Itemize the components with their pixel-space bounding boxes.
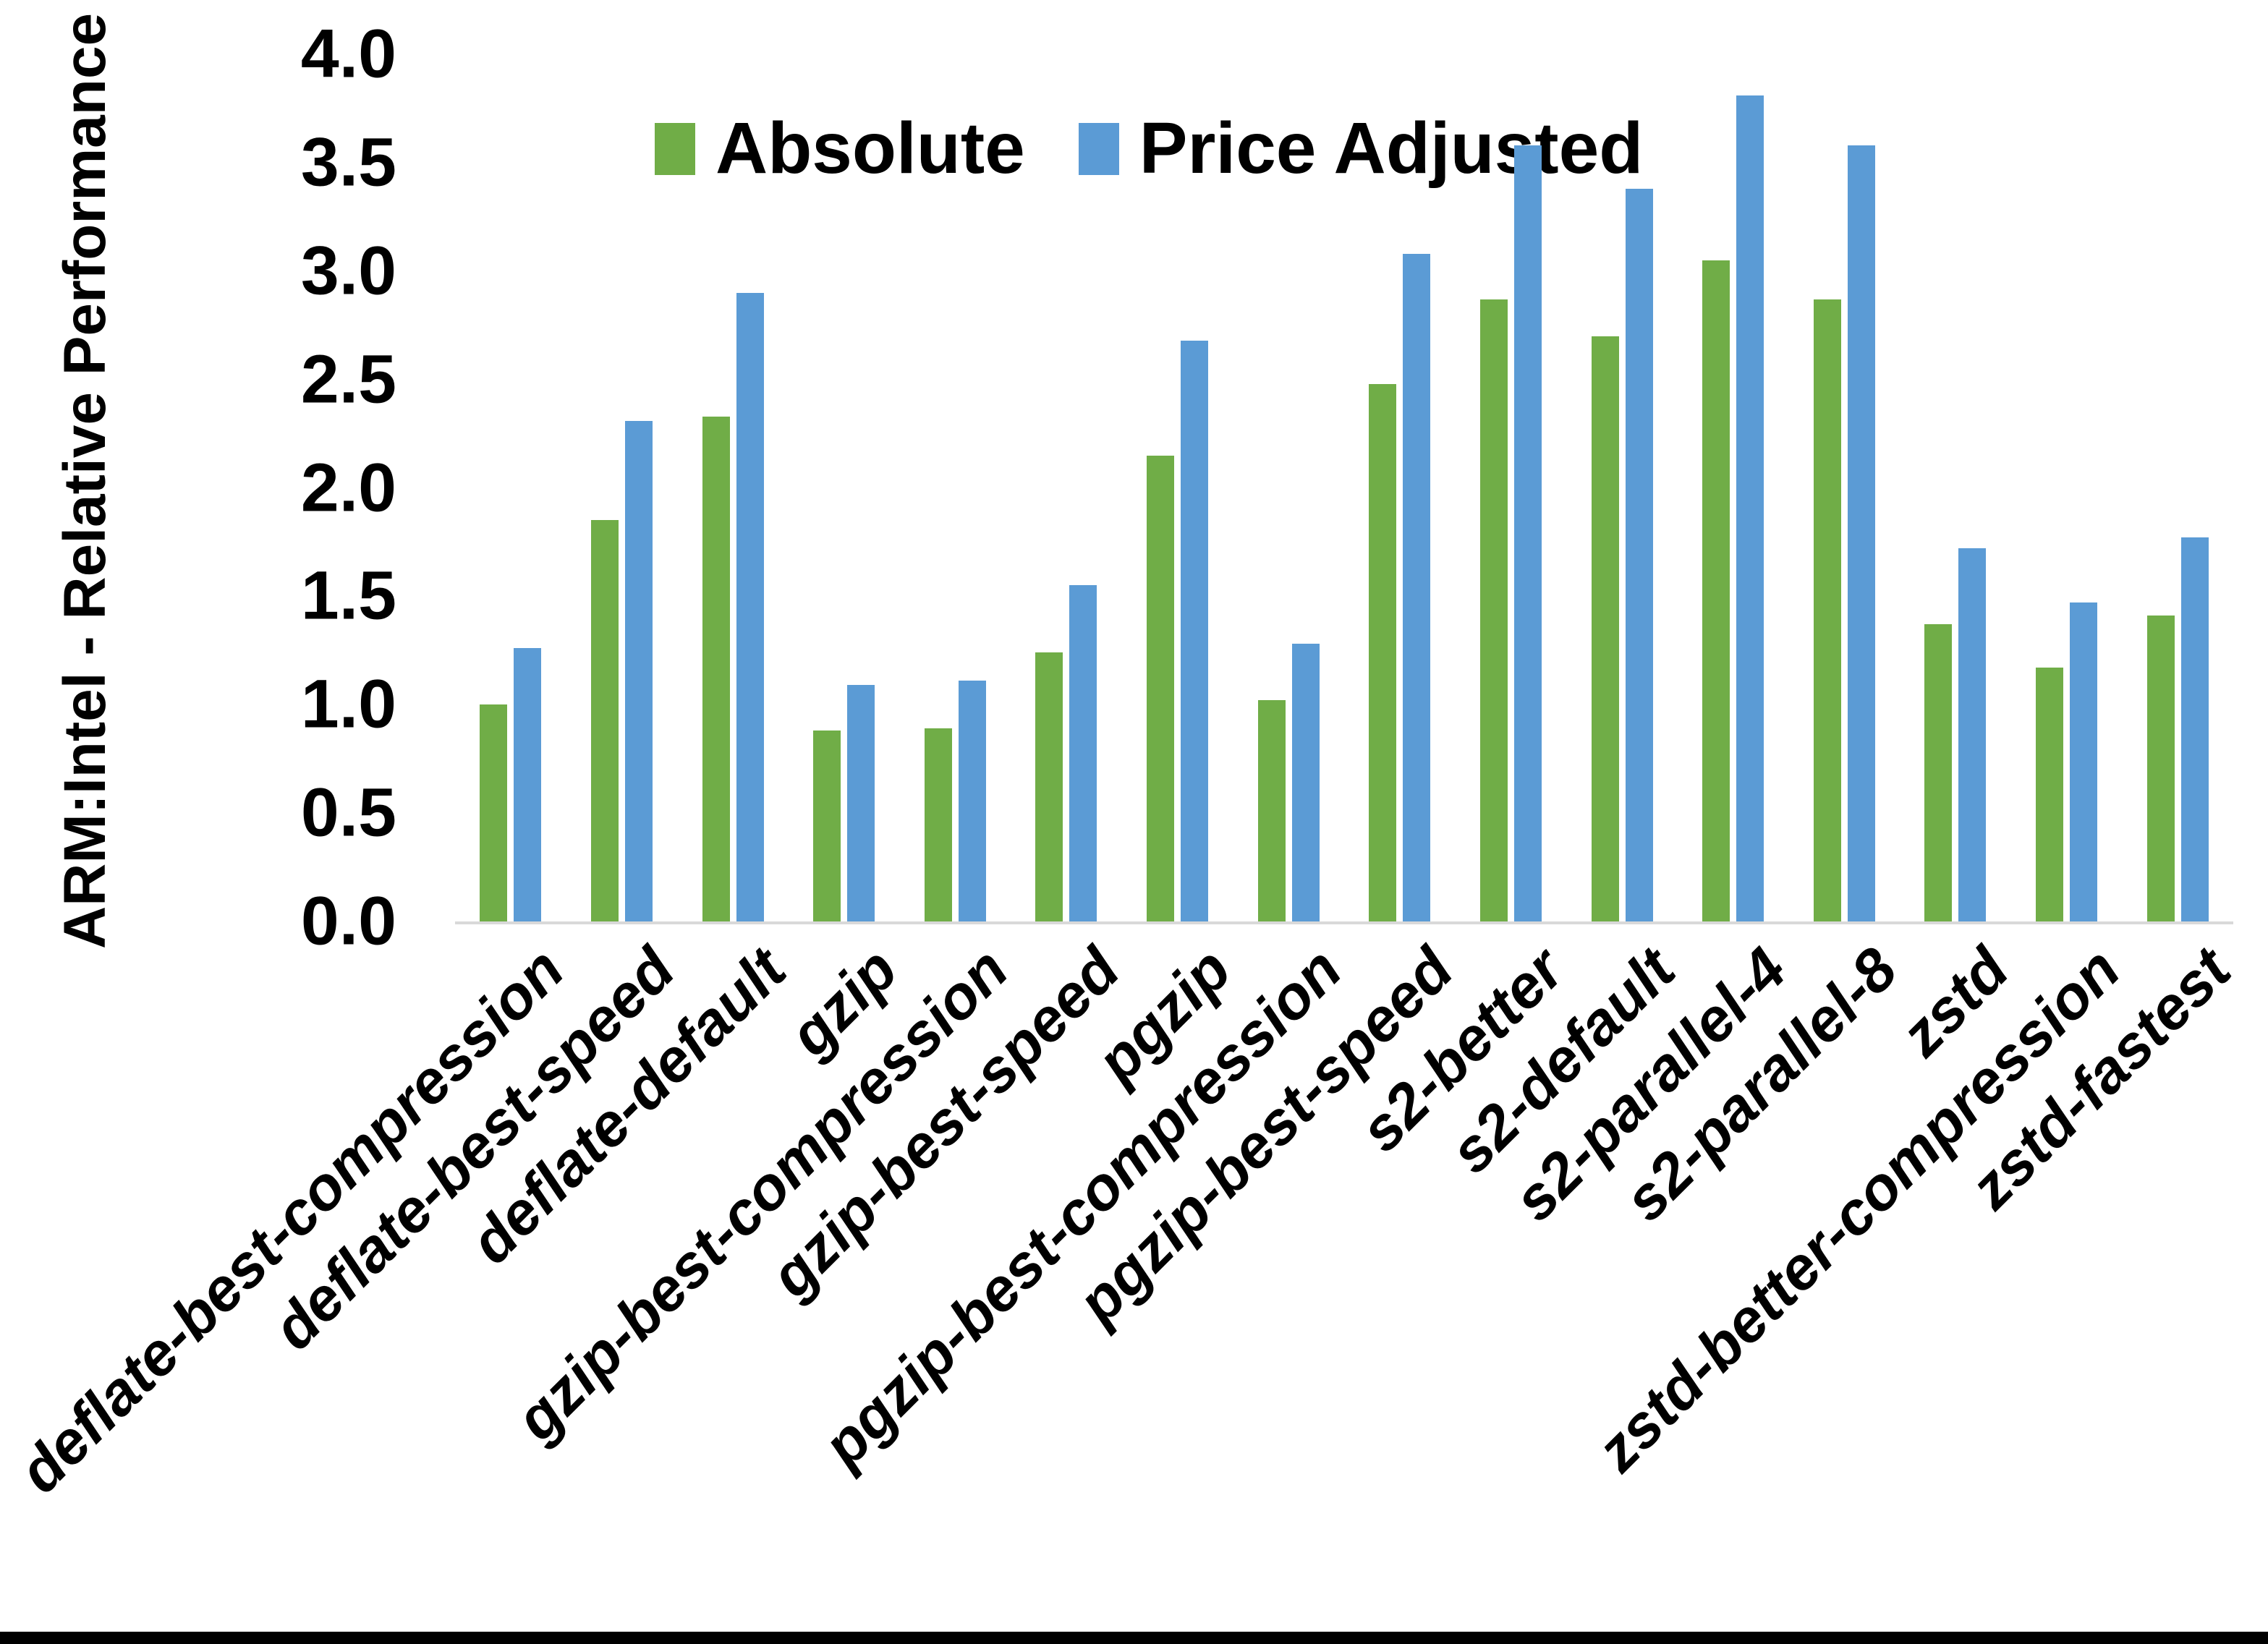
bar-group xyxy=(1122,54,1233,921)
bottom-border xyxy=(0,1632,2268,1644)
bar-price-adjusted xyxy=(847,685,875,921)
bar-price-adjusted xyxy=(1513,145,1542,921)
bar-absolute xyxy=(1813,299,1841,921)
bar-group xyxy=(1456,54,1567,921)
bar-absolute xyxy=(2146,616,2175,921)
bar-group xyxy=(1900,54,2011,921)
bar-absolute xyxy=(1479,299,1508,921)
legend-label-absolute: Absolute xyxy=(715,108,1025,189)
bar-price-adjusted xyxy=(624,420,653,921)
bar-absolute xyxy=(1369,383,1397,921)
bar-absolute xyxy=(1147,455,1175,921)
y-axis-tick-label: 3.5 xyxy=(300,124,396,201)
bar-price-adjusted xyxy=(1069,585,1097,921)
bar-price-adjusted xyxy=(2070,602,2098,921)
bar-price-adjusted xyxy=(1847,145,1875,921)
bar-group xyxy=(1566,54,1678,921)
plot-area xyxy=(455,54,2233,924)
y-axis-tick-label: 1.0 xyxy=(300,665,396,743)
bar-price-adjusted xyxy=(1181,340,1209,921)
bar-group xyxy=(455,54,566,921)
y-axis-tick-label: 0.5 xyxy=(300,774,396,851)
bar-price-adjusted xyxy=(958,681,986,921)
bar-group xyxy=(1233,54,1344,921)
bar-price-adjusted xyxy=(1625,188,1653,921)
bar-price-adjusted xyxy=(2180,537,2209,921)
y-axis-tick-label: 2.0 xyxy=(300,449,396,526)
bar-price-adjusted xyxy=(514,648,542,921)
bar-absolute xyxy=(1924,624,1953,921)
legend: Absolute Price Adjusted xyxy=(655,107,1643,190)
bar-group xyxy=(566,54,678,921)
bar-group xyxy=(789,54,900,921)
y-axis-tick-label: 1.5 xyxy=(300,557,396,634)
bar-group xyxy=(2011,54,2123,921)
bar-group xyxy=(900,54,1011,921)
bar-absolute xyxy=(480,704,508,921)
bar-absolute xyxy=(813,731,841,921)
y-axis-tick-label: 0.0 xyxy=(300,882,396,960)
bar-absolute xyxy=(1257,700,1286,921)
legend-item-absolute: Absolute xyxy=(655,107,1025,190)
legend-swatch-price-adjusted-icon xyxy=(1078,122,1119,175)
legend-swatch-absolute-icon xyxy=(655,122,695,175)
y-axis-tick-label: 4.0 xyxy=(300,15,396,93)
y-axis-tick-label: 2.5 xyxy=(300,341,396,418)
bar-absolute xyxy=(1035,652,1063,921)
bar-absolute xyxy=(1591,336,1619,921)
bars-row xyxy=(455,54,2233,921)
legend-item-price-adjusted: Price Adjusted xyxy=(1078,107,1644,190)
bar-absolute xyxy=(702,416,730,921)
bar-absolute xyxy=(924,728,952,921)
bar-price-adjusted xyxy=(1958,548,1987,921)
bar-price-adjusted xyxy=(1403,253,1431,921)
bar-group xyxy=(2122,54,2233,921)
legend-label-price-adjusted: Price Adjusted xyxy=(1139,108,1644,189)
bar-price-adjusted xyxy=(1291,644,1320,921)
y-axis-tick-label: 3.0 xyxy=(300,232,396,310)
bar-absolute xyxy=(590,520,619,921)
bar-price-adjusted xyxy=(1736,95,1764,921)
bar-absolute xyxy=(2036,668,2064,921)
bar-group xyxy=(1011,54,1122,921)
bar-group xyxy=(677,54,789,921)
bar-group xyxy=(1678,54,1789,921)
bar-group xyxy=(1344,54,1456,921)
bar-absolute xyxy=(1702,260,1730,921)
bar-group xyxy=(1789,54,1900,921)
bar-price-adjusted xyxy=(736,292,764,921)
